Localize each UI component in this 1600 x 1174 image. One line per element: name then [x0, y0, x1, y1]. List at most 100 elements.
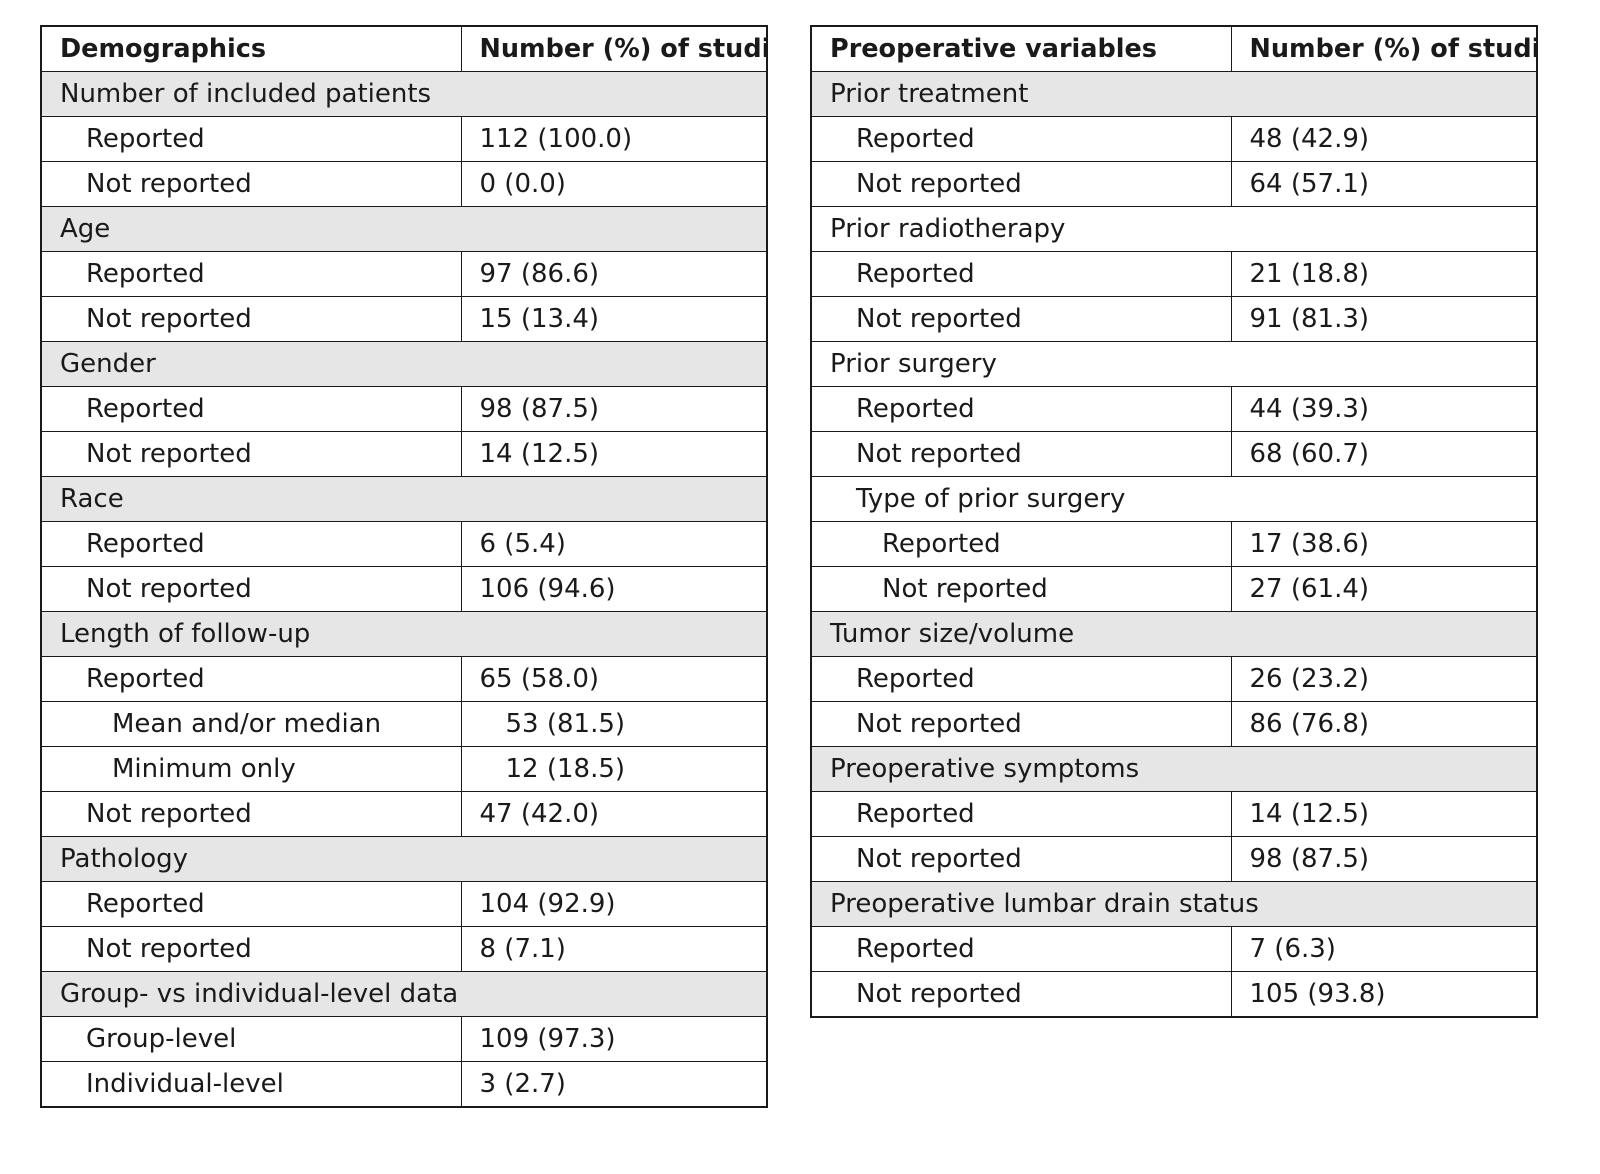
row-label: Mean and/or median	[40, 701, 462, 747]
section-row: Group- vs individual-level data	[40, 971, 768, 1017]
row-value: 91 (81.3)	[1230, 296, 1538, 342]
row-label: Reported	[40, 656, 462, 702]
table-row: Not reported 8 (7.1)	[40, 926, 768, 972]
section-row: Pathology	[40, 836, 768, 882]
table-row: Reported 14 (12.5)	[810, 791, 1538, 837]
row-value: 105 (93.8)	[1230, 971, 1538, 1018]
section-row: Tumor size/volume	[810, 611, 1538, 657]
table-row: Not reported 14 (12.5)	[40, 431, 768, 477]
row-value: 8 (7.1)	[460, 926, 768, 972]
section-label: Age	[40, 206, 768, 252]
row-value: 68 (60.7)	[1230, 431, 1538, 477]
row-label: Minimum only	[40, 746, 462, 792]
table-row: Reported 17 (38.6)	[810, 521, 1538, 567]
table-row: Not reported 68 (60.7)	[810, 431, 1538, 477]
table-row: Reported 97 (86.6)	[40, 251, 768, 297]
table-row: Reported 112 (100.0)	[40, 116, 768, 162]
row-label: Not reported	[810, 701, 1232, 747]
row-label: Not reported	[810, 296, 1232, 342]
row-label: Not reported	[40, 566, 462, 612]
row-label: Reported	[40, 116, 462, 162]
row-value: 26 (23.2)	[1230, 656, 1538, 702]
section-row: Preoperative symptoms	[810, 746, 1538, 792]
section-row: Prior radiotherapy	[810, 206, 1538, 252]
row-label: Reported	[810, 521, 1232, 567]
section-row: Gender	[40, 341, 768, 387]
row-label: Not reported	[810, 431, 1232, 477]
table-row: Reported 44 (39.3)	[810, 386, 1538, 432]
table-row: Not reported 27 (61.4)	[810, 566, 1538, 612]
row-value: 48 (42.9)	[1230, 116, 1538, 162]
section-label: Length of follow-up	[40, 611, 768, 657]
row-label: Not reported	[40, 431, 462, 477]
row-label: Reported	[40, 251, 462, 297]
table-row: Group-level 109 (97.3)	[40, 1016, 768, 1062]
row-value: 106 (94.6)	[460, 566, 768, 612]
row-label: Reported	[810, 116, 1232, 162]
section-label: Preoperative symptoms	[810, 746, 1538, 792]
row-label: Reported	[810, 386, 1232, 432]
row-label: Reported	[810, 251, 1232, 297]
row-value: 15 (13.4)	[460, 296, 768, 342]
table-row: Not reported 91 (81.3)	[810, 296, 1538, 342]
row-value: 44 (39.3)	[1230, 386, 1538, 432]
section-label: Race	[40, 476, 768, 522]
section-row: Number of included patients	[40, 71, 768, 117]
column-header: Number (%) of studies	[1230, 25, 1538, 72]
table-row: Minimum only 12 (18.5)	[40, 746, 768, 792]
table-row: Not reported 15 (13.4)	[40, 296, 768, 342]
section-label: Number of included patients	[40, 71, 768, 117]
row-value: 64 (57.1)	[1230, 161, 1538, 207]
row-label: Group-level	[40, 1016, 462, 1062]
row-value: 6 (5.4)	[460, 521, 768, 567]
section-row: Type of prior surgery	[810, 476, 1538, 522]
table-row: Reported 6 (5.4)	[40, 521, 768, 567]
table-row: Reported 104 (92.9)	[40, 881, 768, 927]
row-value: 14 (12.5)	[460, 431, 768, 477]
row-label: Reported	[810, 926, 1232, 972]
section-label: Group- vs individual-level data	[40, 971, 768, 1017]
demographics-table-body: Number of included patients Reported 112 (…	[40, 71, 768, 1108]
row-label: Reported	[810, 791, 1232, 837]
table-header-row: Preoperative variables Number (%) of stu…	[810, 25, 1538, 72]
row-label: Not reported	[40, 296, 462, 342]
table-row: Not reported 64 (57.1)	[810, 161, 1538, 207]
row-label: Reported	[810, 656, 1232, 702]
table-row: Mean and/or median 53 (81.5)	[40, 701, 768, 747]
row-value: 98 (87.5)	[460, 386, 768, 432]
row-label: Not reported	[810, 836, 1232, 882]
row-label: Not reported	[40, 926, 462, 972]
table-row: Reported 65 (58.0)	[40, 656, 768, 702]
row-label: Not reported	[40, 161, 462, 207]
section-label: Prior treatment	[810, 71, 1538, 117]
column-header: Number (%) of studies	[460, 25, 768, 72]
section-label: Tumor size/volume	[810, 611, 1538, 657]
row-value: 3 (2.7)	[460, 1061, 768, 1108]
table-row: Not reported 105 (93.8)	[810, 971, 1538, 1018]
section-label: Preoperative lumbar drain status	[810, 881, 1538, 927]
table-row: Not reported 106 (94.6)	[40, 566, 768, 612]
row-label: Not reported	[810, 161, 1232, 207]
row-value: 109 (97.3)	[460, 1016, 768, 1062]
table-row: Reported 7 (6.3)	[810, 926, 1538, 972]
row-value: 98 (87.5)	[1230, 836, 1538, 882]
row-value: 27 (61.4)	[1230, 566, 1538, 612]
row-value: 53 (81.5)	[460, 701, 768, 747]
row-label: Not reported	[810, 971, 1232, 1018]
row-value: 21 (18.8)	[1230, 251, 1538, 297]
table-row: Reported 48 (42.9)	[810, 116, 1538, 162]
table-row: Individual-level 3 (2.7)	[40, 1061, 768, 1108]
demographics-table: Demographics Number (%) of studies Numbe…	[40, 25, 768, 1108]
row-label: Reported	[40, 521, 462, 567]
table-row: Reported 21 (18.8)	[810, 251, 1538, 297]
row-value: 12 (18.5)	[460, 746, 768, 792]
section-label: Gender	[40, 341, 768, 387]
preoperative-variables-table-body: Prior treatment Reported 48 (42.9) Not repo…	[810, 71, 1538, 1018]
table-row: Reported 98 (87.5)	[40, 386, 768, 432]
row-label: Not reported	[40, 791, 462, 837]
section-row: Prior treatment	[810, 71, 1538, 117]
row-label: Not reported	[810, 566, 1232, 612]
column-header: Preoperative variables	[810, 25, 1232, 72]
section-label: Prior radiotherapy	[810, 206, 1538, 252]
row-value: 0 (0.0)	[460, 161, 768, 207]
